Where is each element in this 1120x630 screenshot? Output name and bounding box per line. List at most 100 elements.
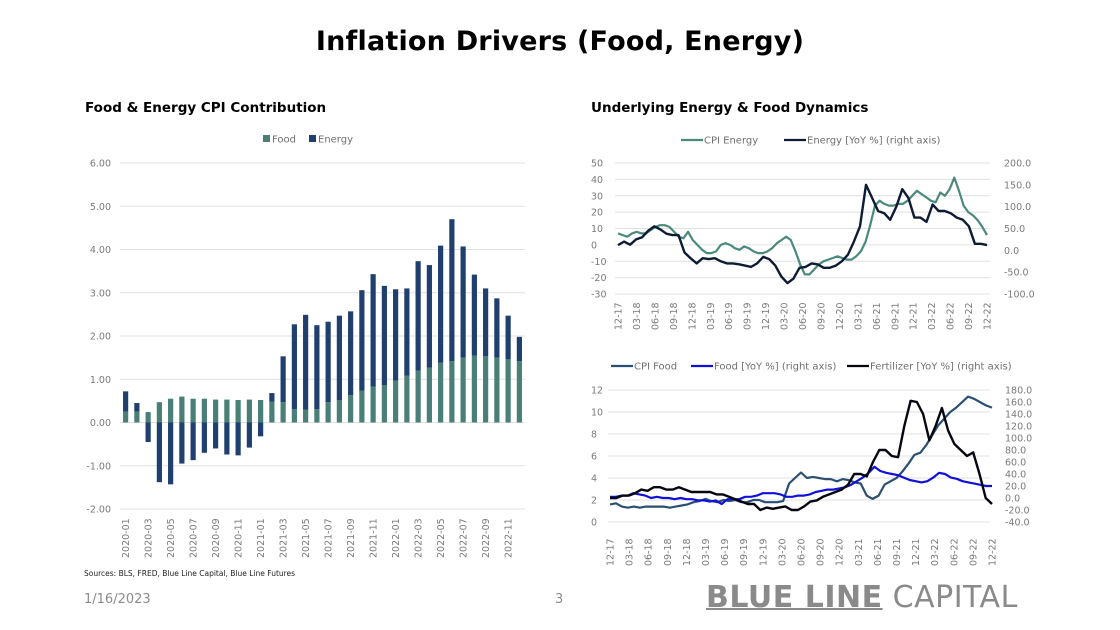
x-tick-label: 2022-01	[391, 518, 402, 558]
bar-food	[269, 401, 275, 423]
bar-food	[494, 357, 500, 423]
x-tick-label: 12-19	[758, 538, 769, 566]
y2-tick-label: 0.0	[1004, 246, 1019, 257]
x-tick-label: 06-18	[650, 302, 661, 330]
x-tick-label: 06-18	[644, 538, 655, 566]
bar-energy	[460, 246, 466, 358]
bar-energy	[370, 274, 376, 387]
bar-food	[336, 400, 342, 423]
x-tick-label: 09-22	[968, 538, 979, 566]
bar-energy	[280, 356, 286, 403]
bar-food	[381, 385, 387, 423]
x-tick-label: 09-19	[743, 302, 754, 330]
x-tick-label: 12-21	[911, 538, 922, 566]
x-tick-label: 12-21	[909, 302, 920, 330]
x-tick-label: 03-22	[930, 538, 941, 566]
legend-label-food: Food	[272, 135, 296, 146]
x-tick-label: 12-20	[835, 538, 846, 566]
left-chart-title: Food & Energy CPI Contribution	[85, 100, 327, 116]
bar-energy	[303, 314, 309, 410]
x-tick-label: 06-21	[873, 538, 884, 566]
bar-energy	[179, 422, 185, 464]
bar-energy	[314, 325, 320, 410]
bar-food	[438, 362, 444, 423]
bar-food	[471, 355, 477, 423]
y-tick-label: 3.00	[90, 288, 111, 299]
y-tick-label: -20	[591, 273, 607, 284]
bar-food	[246, 399, 252, 423]
x-tick-label: 2022-03	[414, 518, 425, 558]
bar-energy	[291, 324, 297, 410]
y-tick-label: 10	[591, 224, 603, 235]
x-tick-label: 09-22	[964, 302, 975, 330]
x-tick-label: 06-22	[946, 302, 957, 330]
bar-energy	[483, 288, 489, 357]
bar-energy	[336, 315, 342, 401]
y-tick-label: -30	[591, 290, 607, 301]
x-tick-label: 2020-09	[211, 518, 222, 558]
x-tick-label: 06-21	[872, 302, 883, 330]
blue-line-capital-logo: BLUE LINE CAPITAL	[706, 580, 1018, 615]
sources-note: Sources: BLS, FRED, Blue Line Capital, B…	[84, 569, 296, 578]
y-tick-label: 5.00	[90, 202, 111, 213]
series-line-energy-yoy-right-axis	[617, 183, 988, 285]
footer-date: 1/16/2023	[84, 592, 151, 607]
page-number: 3	[555, 592, 564, 607]
bar-energy	[246, 422, 252, 448]
bar-food	[314, 409, 320, 423]
bar-energy	[505, 315, 511, 360]
x-tick-label: 2022-05	[436, 518, 447, 558]
legend-swatch-food	[263, 135, 270, 142]
page-title: Inflation Drivers (Food, Energy)	[315, 26, 805, 57]
bar-energy	[235, 422, 241, 456]
x-tick-label: 2020-11	[234, 518, 245, 558]
bar-food	[201, 398, 207, 423]
x-tick-label: 12-22	[988, 538, 999, 566]
bar-energy	[348, 311, 354, 396]
y2-tick-label: 100.0	[1005, 434, 1032, 445]
y-tick-label: 30	[591, 191, 603, 202]
y2-tick-label: 40.0	[1005, 470, 1026, 481]
bar-food	[426, 367, 432, 423]
y-tick-label: 4	[591, 474, 597, 485]
y2-tick-label: -20.0	[1005, 506, 1030, 517]
y-tick-label: 4.00	[90, 245, 111, 256]
x-tick-label: 2021-03	[279, 518, 290, 558]
right-chart-title: Underlying Energy & Food Dynamics	[591, 100, 869, 116]
bar-food	[134, 411, 140, 423]
y-tick-label: -10	[591, 257, 607, 268]
legend: CPI Food Food [YoY %] (right axis) Fertili…	[611, 362, 1012, 373]
legend: Food Energy	[263, 135, 353, 146]
x-tick-label: 06-19	[724, 302, 735, 330]
y2-tick-label: -50.0	[1004, 268, 1029, 279]
bar-energy	[168, 422, 174, 485]
legend-label: Fertilizer [YoY %] (right axis)	[870, 362, 1012, 373]
x-tick-label: 03-19	[706, 302, 717, 330]
bar-food	[348, 395, 354, 423]
y-tick-label: 6	[591, 452, 597, 463]
x-tick-label: 2022-07	[459, 518, 470, 558]
bar-energy	[381, 285, 387, 386]
x-tick-label: 12-17	[606, 538, 617, 566]
bar-food	[123, 411, 129, 423]
x-tick-label: 12-18	[687, 302, 698, 330]
bar-energy	[134, 403, 140, 412]
x-tick-label: 2022-11	[504, 518, 515, 558]
bar-food	[370, 386, 376, 423]
bar-food	[460, 357, 466, 423]
bar-energy	[404, 288, 410, 376]
bar-energy	[213, 422, 219, 449]
bar-energy	[471, 274, 477, 356]
x-tick-label: 03-21	[853, 302, 864, 330]
x-tick-label: 09-20	[816, 302, 827, 330]
x-tick-label: 2020-07	[189, 518, 200, 558]
x-tick-label: 09-21	[892, 538, 903, 566]
bar-energy	[190, 422, 196, 461]
bar-energy	[145, 422, 151, 442]
x-tick-label: 2021-07	[324, 518, 335, 558]
y2-tick-label: 20.0	[1005, 482, 1026, 493]
energy-dynamics-chart: 50 40 30 20 10 0 -10 -20 -30 200.0 150.0 100.0 50.0 0…	[591, 136, 1035, 331]
x-tick-label: 2020-03	[144, 518, 155, 558]
logo-bold-text: BLUE LINE	[706, 580, 883, 615]
